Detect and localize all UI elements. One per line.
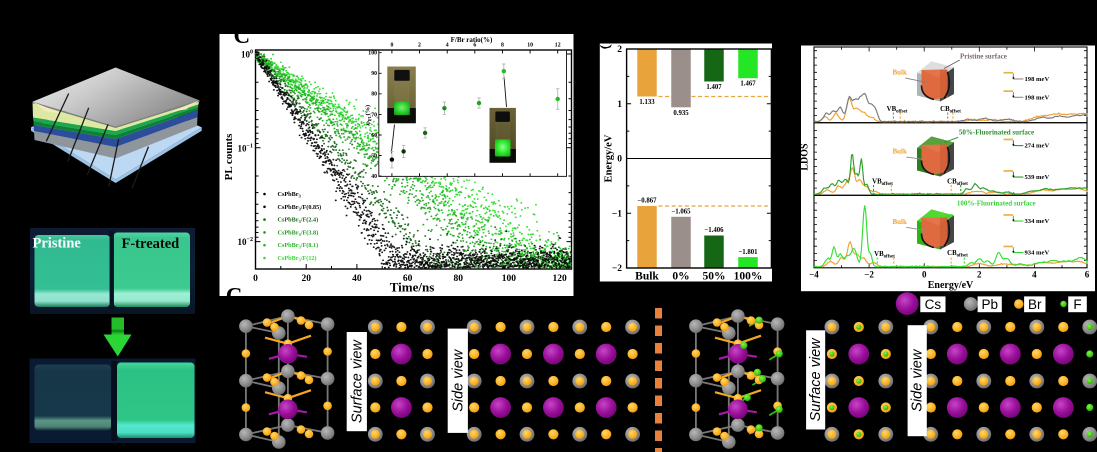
svg-text:Energy/eV: Energy/eV [928,280,974,291]
svg-text:100%: 100% [734,271,763,283]
svg-text:4: 4 [446,42,449,48]
svg-text:F/Br ratio(%): F/Br ratio(%) [451,36,493,44]
svg-text:120: 120 [552,274,567,284]
svg-text:C: C [234,23,251,48]
svg-text:40: 40 [352,274,362,284]
svg-text:334 meV: 334 meV [1025,218,1050,225]
svg-text:539 meV: 539 meV [1025,174,1050,181]
svg-text:0%: 0% [672,271,689,283]
svg-text:6: 6 [473,42,476,48]
svg-text:CBoffset: CBoffset [940,106,961,115]
svg-text:−4: −4 [809,270,819,280]
svg-text:C: C [226,283,243,308]
svg-text:2: 2 [418,42,421,48]
svg-text:CsPbBr3/F(0.85): CsPbBr3/F(0.85) [278,204,322,212]
svg-text:80: 80 [371,92,377,98]
svg-text:40: 40 [371,174,377,180]
svg-text:12: 12 [555,42,561,48]
svg-text:−1.801: −1.801 [738,249,758,256]
svg-text:LDOS: LDOS [800,143,811,171]
svg-text:Cs: Cs [925,297,942,312]
svg-text:Bulk: Bulk [893,148,908,156]
svg-text:VBoffset: VBoffset [874,251,895,259]
svg-text:CsPbBr3/F(8.1): CsPbBr3/F(8.1) [278,242,319,250]
svg-text:50%-Fluorinated surface: 50%-Fluorinated surface [959,129,1034,137]
svg-text:CsPbBr3/F(2.4): CsPbBr3/F(2.4) [278,217,319,225]
svg-text:4: 4 [1032,270,1037,280]
svg-text:0.935: 0.935 [673,110,689,117]
svg-text:−1.065: −1.065 [671,209,691,216]
svg-text:934 meV: 934 meV [1025,250,1050,257]
svg-text:10−1: 10−1 [237,144,253,154]
svg-text:Br: Br [1028,297,1042,312]
svg-text:Pb: Pb [981,297,998,312]
svg-text:Side view: Side view [910,348,926,412]
svg-text:VBoffset: VBoffset [887,106,908,115]
svg-text:1.407: 1.407 [706,84,722,91]
svg-text:Energy/eV: Energy/eV [604,134,615,182]
svg-text:0: 0 [922,270,927,280]
svg-text:80: 80 [453,274,463,284]
svg-text:100%-Fluorinated surface: 100%-Fluorinated surface [957,200,1036,208]
svg-text:8: 8 [501,42,504,48]
svg-text:198 meV: 198 meV [1025,94,1050,101]
svg-text:VBoffset: VBoffset [872,178,893,187]
svg-text:Bulk: Bulk [893,69,908,77]
svg-text:F-treated: F-treated [122,236,180,252]
svg-text:20: 20 [301,274,311,284]
svg-text:CsPbBr3: CsPbBr3 [278,191,302,199]
svg-text:100: 100 [502,274,517,284]
svg-text:PL counts: PL counts [223,133,235,180]
svg-text:−1.406: −1.406 [704,227,724,234]
svg-text:Bulk: Bulk [635,271,659,283]
svg-text:−0.867: −0.867 [637,198,657,205]
svg-text:60: 60 [403,274,413,284]
svg-text:CBoffset: CBoffset [947,178,968,187]
svg-text:Surface view: Surface view [349,339,365,424]
svg-text:90: 90 [371,71,377,77]
svg-text:50: 50 [371,153,377,159]
svg-text:0: 0 [253,274,258,284]
svg-text:−2: −2 [612,264,622,274]
svg-text:F: F [1073,297,1081,312]
svg-text:1: 1 [617,100,622,110]
svg-text:CsPbBr3/F(12): CsPbBr3/F(12) [278,255,317,263]
svg-text:100: 100 [368,51,377,57]
svg-text:Pristine surface: Pristine surface [960,53,1007,61]
svg-text:6: 6 [1085,270,1090,280]
svg-text:Bulk: Bulk [893,218,908,226]
svg-text:1.467: 1.467 [740,81,756,88]
svg-text:Time/ns: Time/ns [390,280,435,295]
svg-text:2: 2 [977,270,982,280]
svg-text:2: 2 [617,45,622,55]
svg-text:CsPbBr3/F(3.8): CsPbBr3/F(3.8) [278,229,319,237]
svg-text:10: 10 [527,42,533,48]
svg-text:274 meV: 274 meV [1025,143,1050,150]
svg-text:φPL(%): φPL(%) [365,105,372,125]
svg-text:50%: 50% [703,271,726,283]
svg-text:Pristine: Pristine [33,236,82,252]
svg-text:Side view: Side view [450,348,466,412]
svg-text:100: 100 [241,50,253,60]
svg-text:0: 0 [390,42,393,48]
svg-text:1.133: 1.133 [639,99,655,106]
svg-text:−1: −1 [612,209,622,219]
svg-text:0: 0 [617,155,622,165]
svg-text:10−2: 10−2 [237,237,253,247]
svg-text:60: 60 [371,133,377,139]
svg-text:−2: −2 [864,270,874,280]
svg-text:70: 70 [371,112,377,118]
svg-text:198 meV: 198 meV [1025,76,1050,83]
svg-text:Surface view: Surface view [808,337,824,422]
svg-text:CBoffset: CBoffset [947,250,968,258]
